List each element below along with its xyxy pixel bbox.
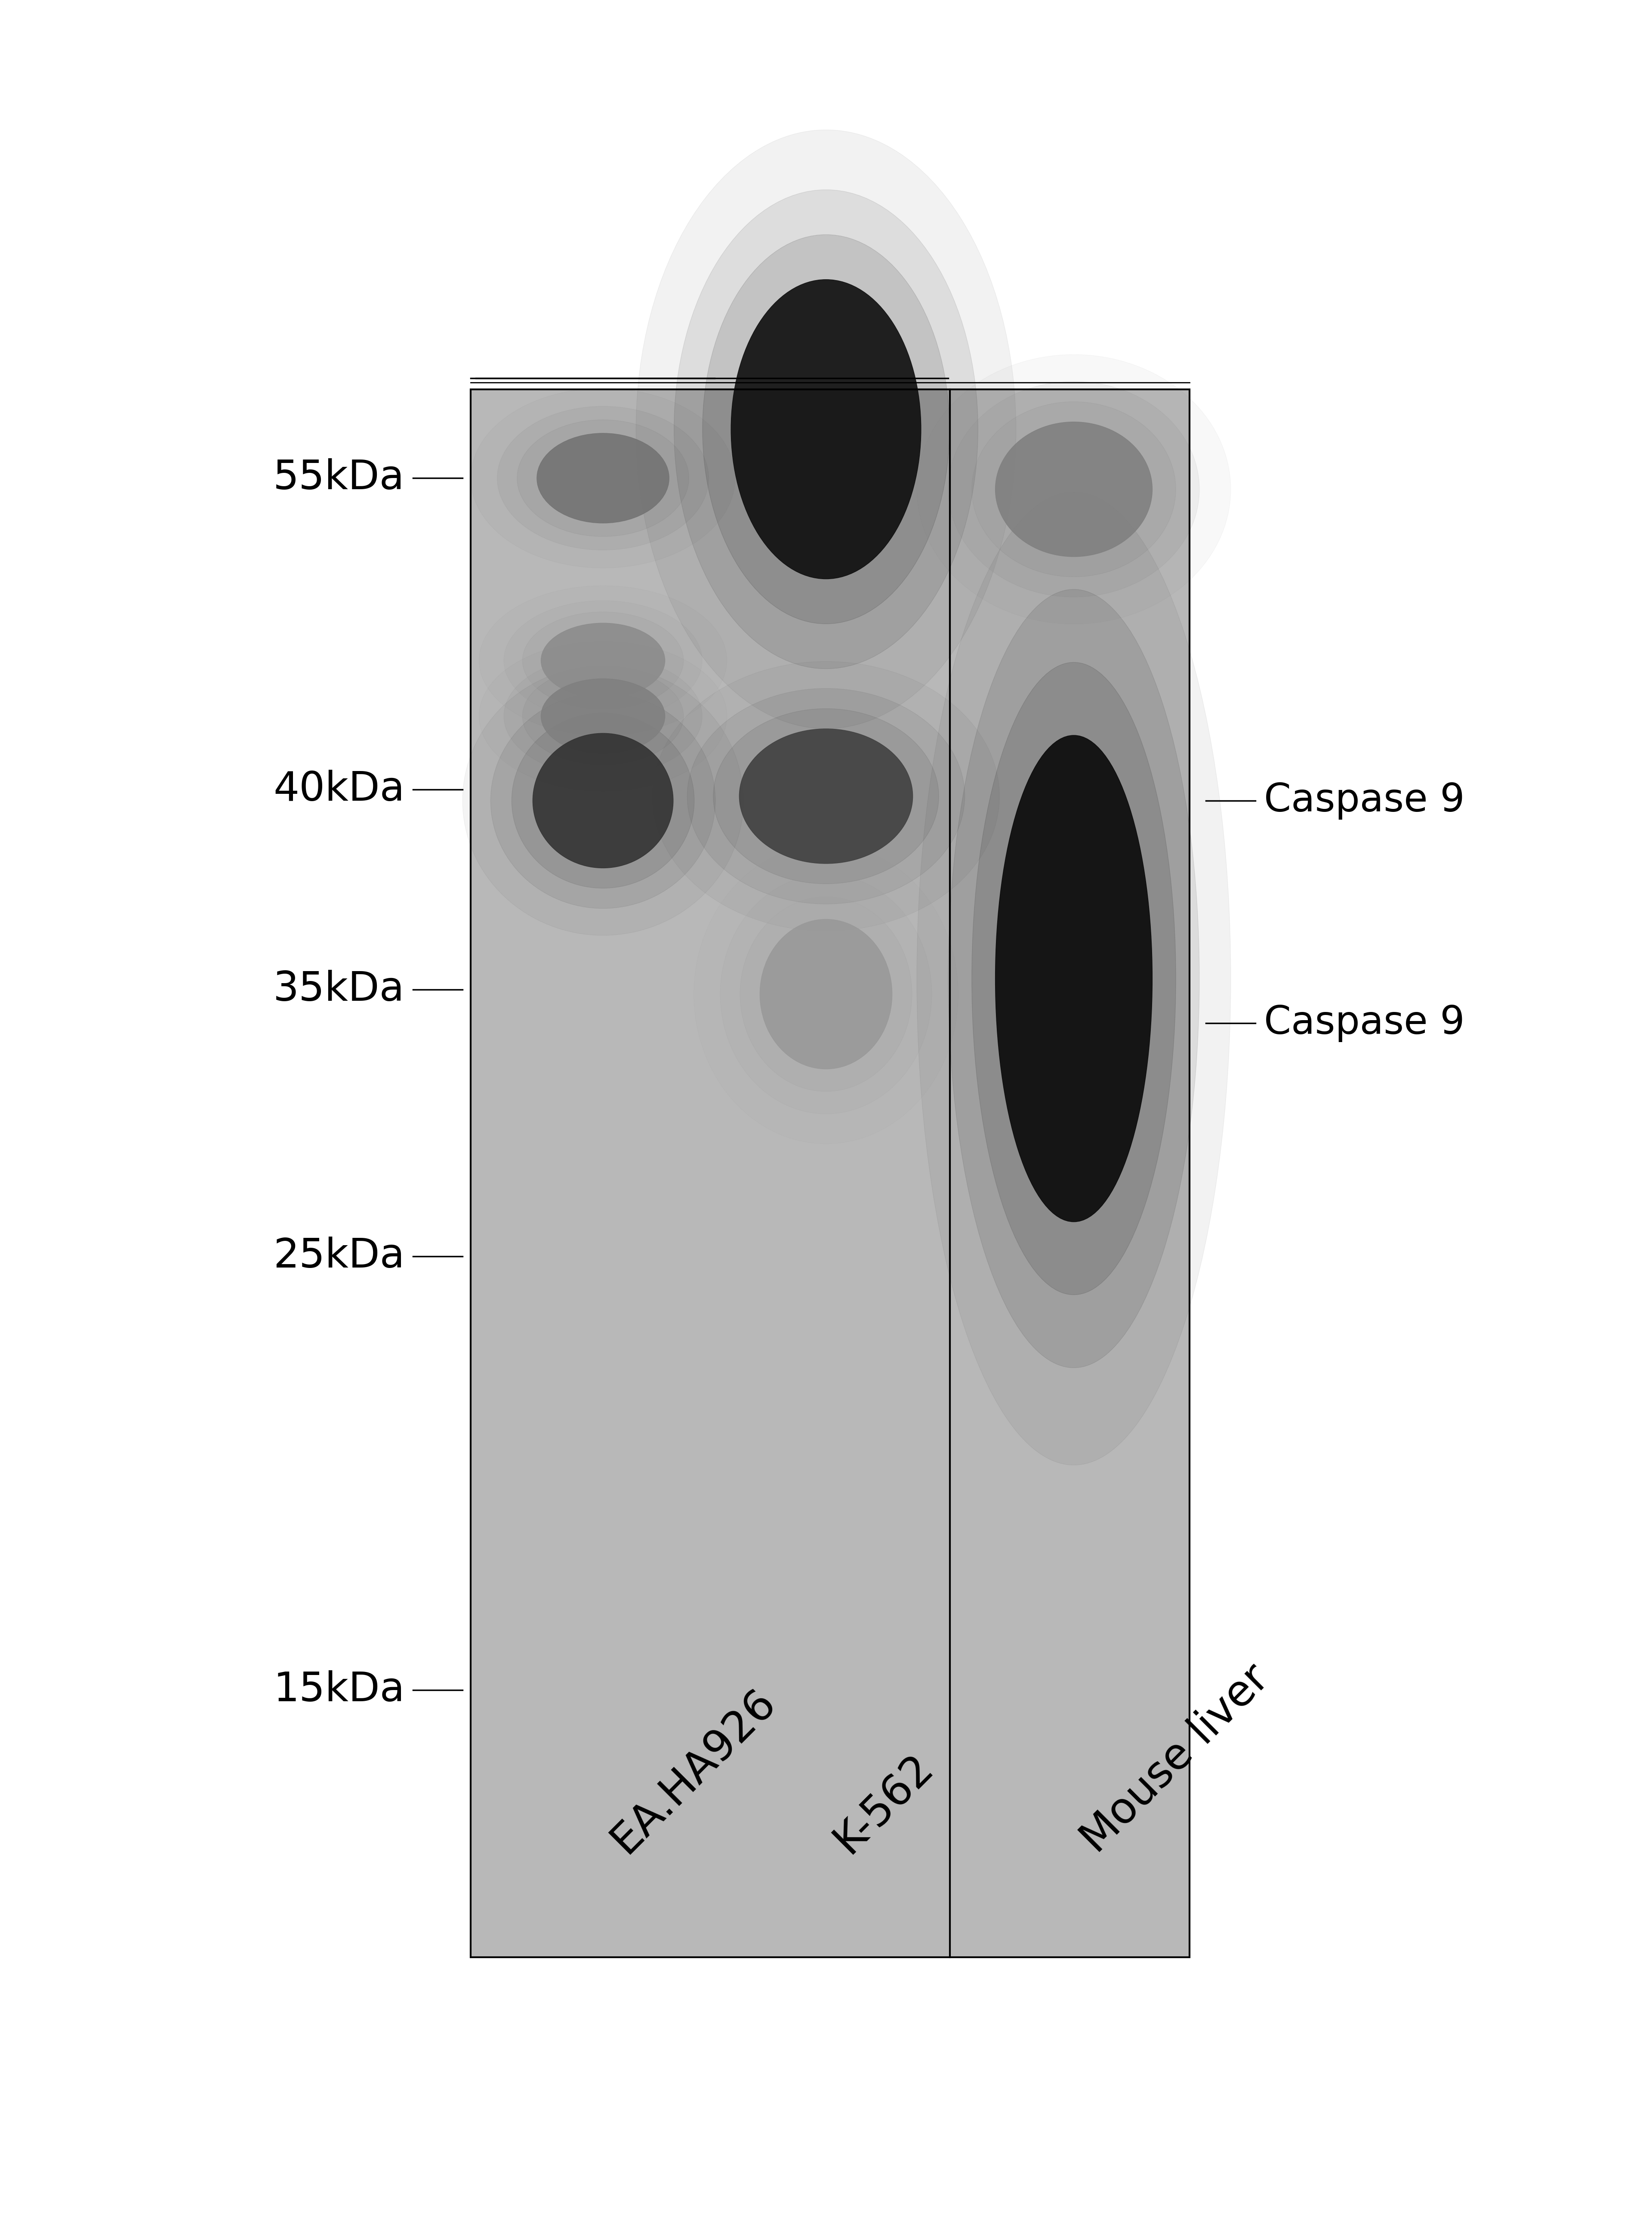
Ellipse shape [687,689,965,903]
Text: Mouse liver: Mouse liver [1074,1657,1277,1861]
Ellipse shape [537,434,669,523]
Ellipse shape [463,665,743,936]
Ellipse shape [740,896,912,1092]
Ellipse shape [504,656,702,776]
Ellipse shape [653,661,999,932]
Ellipse shape [702,236,950,623]
Ellipse shape [730,280,922,578]
Text: Caspase 9: Caspase 9 [1264,1003,1465,1043]
Text: 35kDa: 35kDa [273,970,405,1010]
Ellipse shape [471,389,735,567]
Ellipse shape [740,729,912,863]
Ellipse shape [917,354,1231,625]
Ellipse shape [479,641,727,792]
Ellipse shape [995,736,1153,1221]
Bar [471,389,1189,1957]
Ellipse shape [532,734,674,867]
Text: K-562: K-562 [826,1746,942,1861]
Text: EA.HA926: EA.HA926 [603,1681,783,1861]
Ellipse shape [971,663,1176,1294]
Ellipse shape [636,129,1016,729]
Ellipse shape [760,919,892,1070]
Text: 40kDa: 40kDa [273,770,405,810]
Ellipse shape [522,667,684,765]
Text: 15kDa: 15kDa [273,1670,405,1710]
Ellipse shape [497,407,709,549]
Text: Caspase 9: Caspase 9 [1264,781,1465,821]
Ellipse shape [540,678,664,754]
Ellipse shape [540,623,664,698]
Ellipse shape [714,709,938,883]
Ellipse shape [517,420,689,536]
Ellipse shape [674,189,978,669]
Ellipse shape [995,423,1153,556]
Ellipse shape [512,714,694,887]
Ellipse shape [694,845,958,1143]
Ellipse shape [504,600,702,721]
Ellipse shape [720,874,932,1114]
Text: 55kDa: 55kDa [273,458,405,498]
Text: 25kDa: 25kDa [273,1237,405,1277]
Ellipse shape [948,383,1199,596]
Ellipse shape [491,694,715,907]
Ellipse shape [971,403,1176,576]
Ellipse shape [479,585,727,736]
Ellipse shape [917,492,1231,1466]
Ellipse shape [522,612,684,709]
Ellipse shape [948,589,1199,1368]
